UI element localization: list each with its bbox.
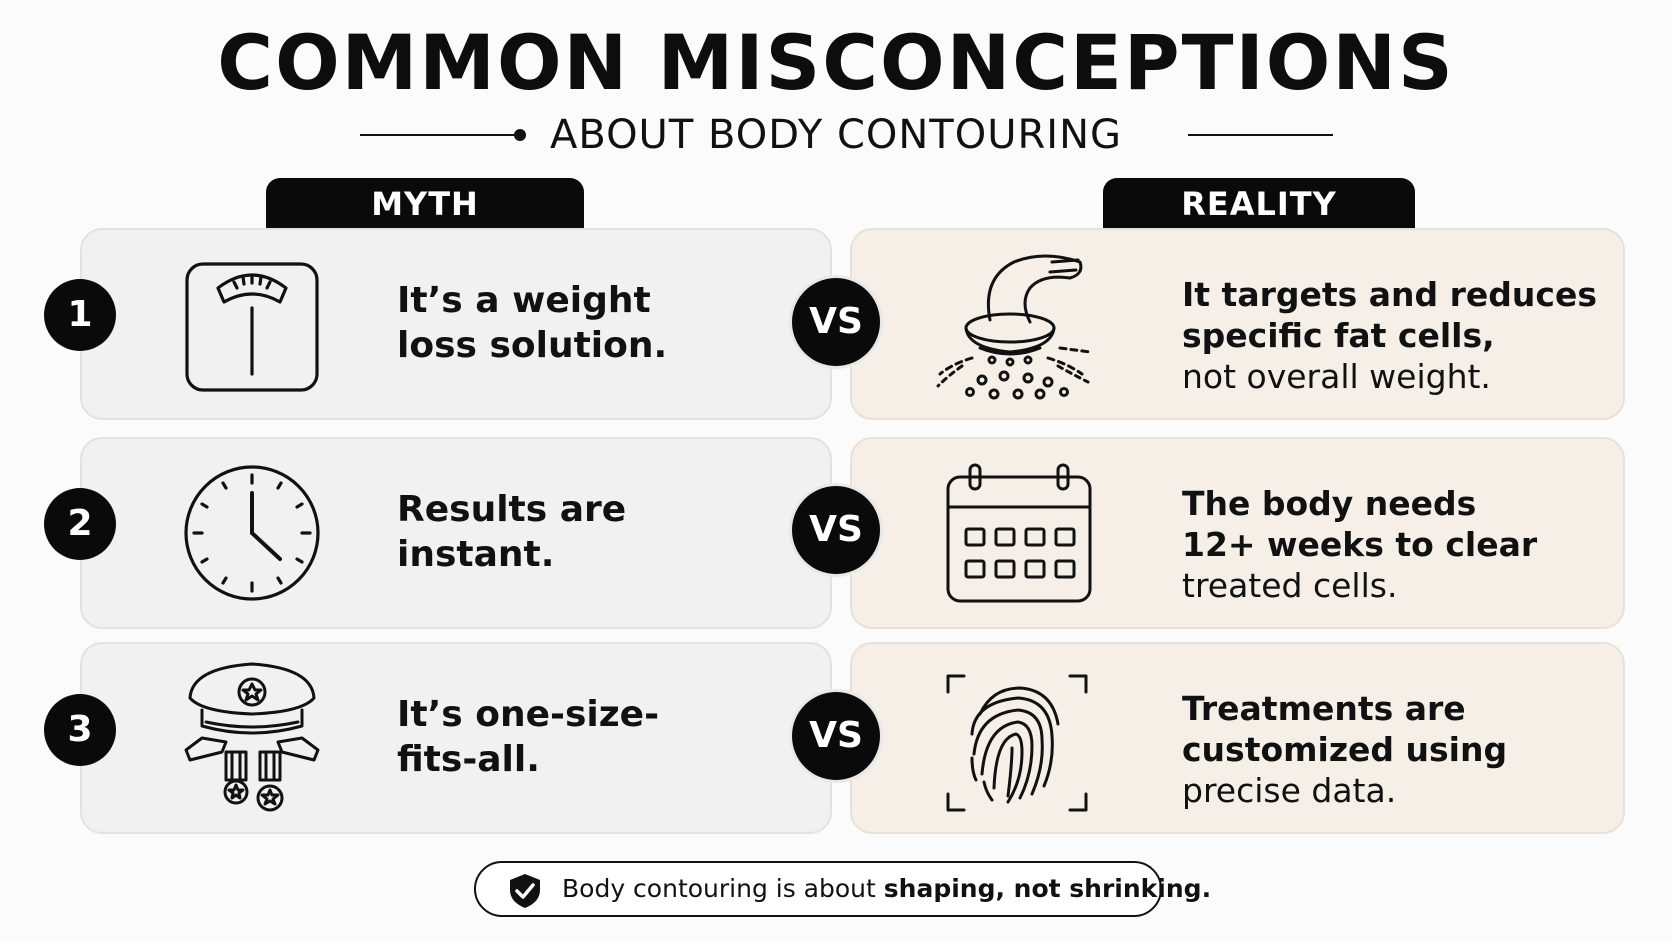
myth-line: Results are bbox=[397, 489, 627, 530]
myth-text-2: Results are instant. bbox=[397, 487, 817, 577]
myth-line: It’s a weight bbox=[397, 280, 651, 321]
footer-message: Body contouring is about shaping, not sh… bbox=[562, 863, 1211, 915]
myth-line: loss solution. bbox=[397, 325, 668, 366]
subtitle-row: ABOUT BODY CONTOURING bbox=[0, 110, 1672, 160]
myth-text-1: It’s a weight loss solution. bbox=[397, 278, 817, 368]
myth-card-3: It’s one-size- fits-all. bbox=[80, 642, 832, 834]
myth-text-3: It’s one-size- fits-all. bbox=[397, 692, 817, 782]
military-cap-medals-icon bbox=[182, 658, 322, 818]
myth-column-header: MYTH bbox=[266, 178, 584, 230]
reality-line-bold: customized using bbox=[1182, 730, 1508, 769]
row-number-2: 2 bbox=[44, 488, 116, 560]
clock-icon bbox=[182, 463, 322, 603]
row-number-1: 1 bbox=[44, 279, 116, 351]
reality-text-1: It targets and reduces specific fat cell… bbox=[1182, 274, 1602, 397]
myth-line: fits-all. bbox=[397, 739, 540, 780]
reality-line-bold: It targets and reduces bbox=[1182, 275, 1597, 314]
reality-card-1: It targets and reduces specific fat cell… bbox=[850, 228, 1625, 420]
myth-line: It’s one-size- bbox=[397, 694, 660, 735]
fingerprint-scan-icon bbox=[932, 662, 1102, 822]
reality-card-3: Treatments are customized using precise … bbox=[850, 642, 1625, 834]
contouring-device-icon bbox=[932, 248, 1102, 408]
reality-line: treated cells. bbox=[1182, 566, 1398, 605]
shield-check-icon bbox=[506, 872, 544, 910]
reality-line-bold: Treatments are bbox=[1182, 689, 1466, 728]
calendar-icon bbox=[932, 457, 1102, 617]
divider-left bbox=[360, 134, 520, 136]
footer-text-regular: Body contouring is about bbox=[562, 874, 884, 903]
footer-text-bold: shaping, not shrinking. bbox=[883, 874, 1212, 903]
divider-dot bbox=[514, 129, 526, 141]
myth-card-1: It’s a weight loss solution. bbox=[80, 228, 832, 420]
vs-badge-2: VS bbox=[792, 486, 880, 574]
reality-line-bold: The body needs bbox=[1182, 484, 1477, 523]
myth-card-2: Results are instant. bbox=[80, 437, 832, 629]
reality-line-bold: 12+ weeks to clear bbox=[1182, 525, 1538, 564]
divider-right bbox=[1188, 134, 1333, 136]
reality-line: precise data. bbox=[1182, 771, 1397, 810]
reality-text-3: Treatments are customized using precise … bbox=[1182, 688, 1602, 811]
reality-card-2: The body needs 12+ weeks to clear treate… bbox=[850, 437, 1625, 629]
bathroom-scale-icon bbox=[182, 256, 322, 396]
reality-text-2: The body needs 12+ weeks to clear treate… bbox=[1182, 483, 1602, 606]
myth-line: instant. bbox=[397, 534, 555, 575]
row-number-3: 3 bbox=[44, 694, 116, 766]
page-title: COMMON MISCONCEPTIONS bbox=[217, 18, 1455, 107]
page-subtitle: ABOUT BODY CONTOURING bbox=[549, 112, 1123, 158]
vs-badge-3: VS bbox=[792, 692, 880, 780]
footer-banner: Body contouring is about shaping, not sh… bbox=[474, 861, 1211, 917]
reality-column-header: REALITY bbox=[1103, 178, 1415, 230]
vs-badge-1: VS bbox=[792, 278, 880, 366]
reality-line: not overall weight. bbox=[1182, 357, 1491, 396]
reality-line-bold: specific fat cells, bbox=[1182, 316, 1495, 355]
